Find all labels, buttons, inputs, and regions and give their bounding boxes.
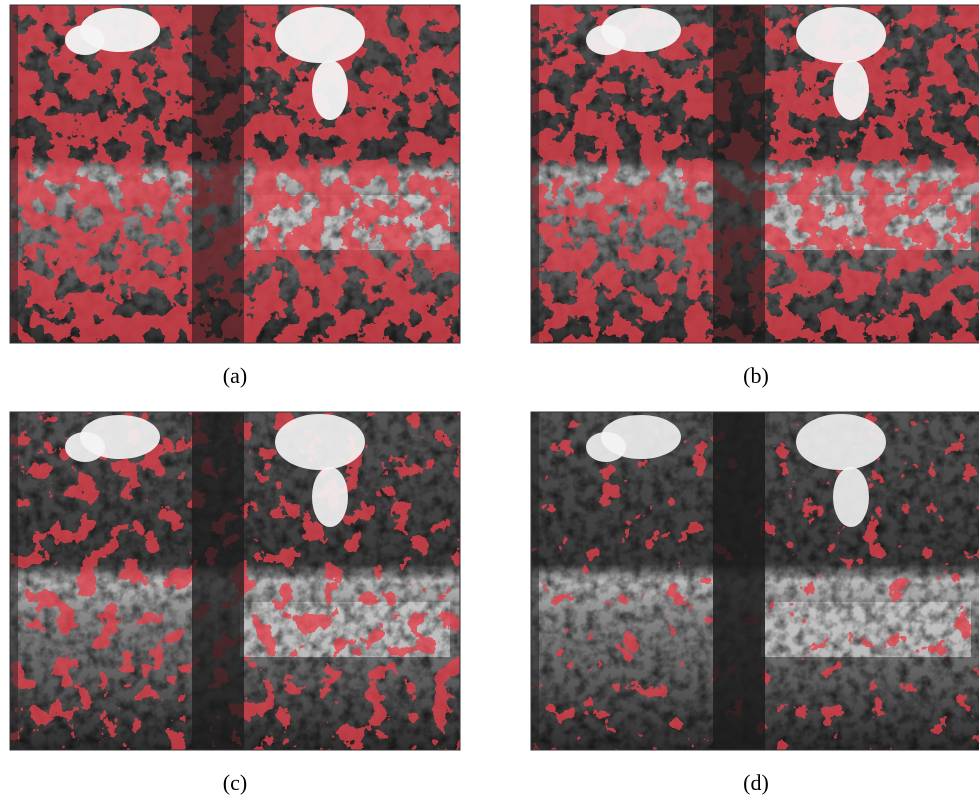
trunk-left <box>10 5 18 343</box>
sky <box>833 60 869 120</box>
sky <box>833 467 869 527</box>
image-panel <box>10 5 460 343</box>
caption: (a) <box>223 363 247 388</box>
sky <box>796 414 886 470</box>
sky <box>312 60 348 120</box>
trunk <box>192 5 244 343</box>
page: (a)(b)(c)(d) (() => { const data = JSON.… <box>0 0 979 798</box>
trunk <box>713 5 765 343</box>
caption: (d) <box>743 770 769 795</box>
sky <box>65 432 105 462</box>
trunk-left <box>531 412 539 750</box>
trunk-left <box>10 412 18 750</box>
caption: (c) <box>223 770 247 795</box>
scene <box>10 5 460 343</box>
sky <box>65 25 105 55</box>
figure: (a) (b) (c) (d) <box>0 0 979 798</box>
sky <box>586 432 626 462</box>
trunk <box>192 412 244 750</box>
caption: (b) <box>743 363 769 388</box>
sky <box>275 414 365 470</box>
image-panel <box>531 412 979 750</box>
scene <box>531 5 979 343</box>
sky <box>275 7 365 63</box>
image-panel <box>10 412 460 750</box>
image-panel <box>531 5 979 343</box>
scene <box>10 412 460 750</box>
sky <box>796 7 886 63</box>
scene <box>531 412 979 750</box>
sky <box>586 25 626 55</box>
sky <box>312 467 348 527</box>
trunk <box>713 412 765 750</box>
trunk-left <box>531 5 539 343</box>
